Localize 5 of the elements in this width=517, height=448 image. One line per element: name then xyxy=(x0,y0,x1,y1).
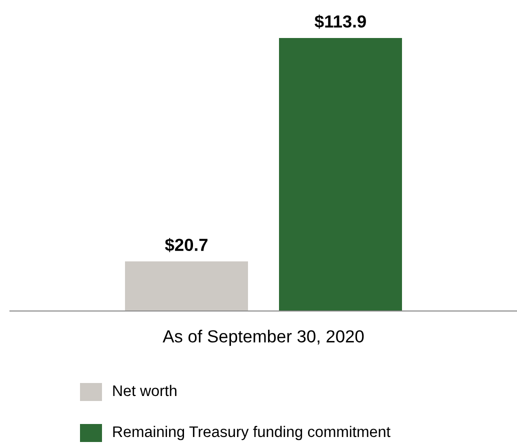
data-label: $20.7 xyxy=(165,238,208,252)
data-label: $113.9 xyxy=(314,14,366,29)
text: Net worth xyxy=(113,384,176,396)
x-axis-title: As of September 30, 2020 xyxy=(162,330,364,346)
text: Remaining Treasury funding commitment xyxy=(113,426,390,440)
